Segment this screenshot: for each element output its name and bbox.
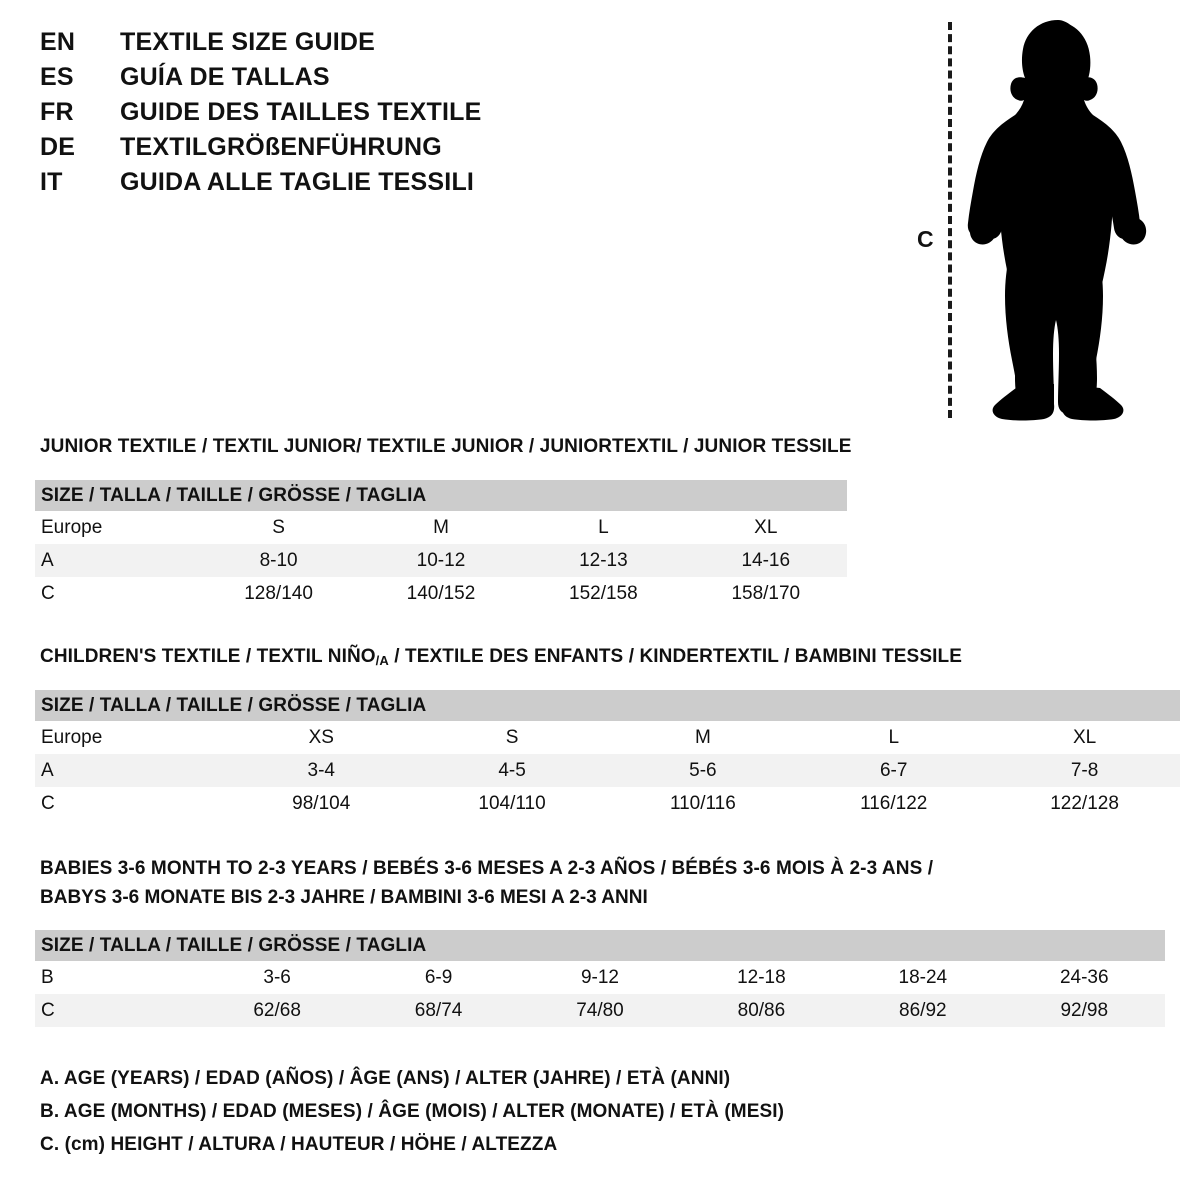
table-band-row: SIZE / TALLA / TAILLE / GRÖSSE / TAGLIA [35,690,1180,721]
row-label: C [41,999,55,1021]
table-row: C 62/68 68/74 74/80 80/86 86/92 92/98 [35,994,1165,1027]
row-label: A [41,549,54,571]
babies-band-label: SIZE / TALLA / TAILLE / GRÖSSE / TAGLIA [35,930,1165,961]
row-value: 12-13 [579,549,628,571]
row-label: C [41,792,55,814]
legend-line-b: B. AGE (MONTHS) / EDAD (MESES) / ÂGE (MO… [40,1101,785,1122]
row-value: 116/122 [860,792,928,814]
language-title: GUÍA DE TALLAS [120,63,330,91]
height-figure-area: C [900,14,1150,424]
children-heading-post: / TEXTILE DES ENFANTS / KINDERTEXTIL / B… [388,646,962,667]
row-value: 5-6 [689,759,717,781]
row-value: 4-5 [498,759,526,781]
babies-section-heading-line1: BABIES 3-6 MONTH TO 2-3 YEARS / BEBÉS 3-… [40,858,934,879]
row-value: L [598,516,609,538]
junior-band-label: SIZE / TALLA / TAILLE / GRÖSSE / TAGLIA [35,480,847,511]
row-value: 9-12 [580,966,619,988]
row-value: L [888,726,900,748]
language-title: TEXTILE SIZE GUIDE [120,28,376,56]
row-value: 10-12 [416,549,466,571]
language-title: GUIDA ALLE TAGLIE TESSILI [120,168,475,196]
height-measure-label: C [917,226,934,252]
row-value: M [694,726,711,748]
row-value: XS [308,726,334,748]
row-value: 3-6 [263,966,291,988]
row-value: 62/68 [253,999,301,1021]
row-label: Europe [41,516,103,538]
row-value: 86/92 [899,999,947,1021]
legend-block: A. AGE (YEARS) / EDAD (AÑOS) / ÂGE (ANS)… [40,1068,940,1167]
children-band-label: SIZE / TALLA / TAILLE / GRÖSSE / TAGLIA [35,690,1180,721]
row-value: S [272,516,285,538]
row-value: XL [1072,726,1097,748]
junior-size-table: SIZE / TALLA / TAILLE / GRÖSSE / TAGLIA … [35,480,847,610]
table-band-row: SIZE / TALLA / TAILLE / GRÖSSE / TAGLIA [35,930,1165,961]
table-row: Europe S M L XL [35,511,847,544]
language-title: GUIDE DES TAILLES TEXTILE [120,98,482,126]
junior-section-heading: JUNIOR TEXTILE / TEXTIL JUNIOR/ TEXTILE … [40,436,852,457]
language-title: TEXTILGRÖßENFÜHRUNG [120,133,442,161]
row-value: 8-10 [259,549,298,571]
row-value: 12-18 [737,966,786,988]
row-value: 74/80 [576,999,624,1021]
row-label: A [41,759,54,781]
table-band-row: SIZE / TALLA / TAILLE / GRÖSSE / TAGLIA [35,480,847,511]
row-value: 152/158 [569,582,638,604]
row-value: XL [754,516,778,538]
legend-line-a: A. AGE (YEARS) / EDAD (AÑOS) / ÂGE (ANS)… [40,1068,731,1089]
language-code: FR [40,98,74,126]
children-heading-sub: /A [375,653,389,668]
row-value: 158/170 [731,582,801,604]
row-value: 6-7 [879,759,908,781]
row-value: S [505,726,519,748]
row-value: 128/140 [244,582,313,604]
row-value: 7-8 [1070,759,1099,781]
row-label: B [41,966,54,988]
row-value: 18-24 [898,966,948,988]
row-value: 24-36 [1059,966,1109,988]
language-row: IT GUIDA ALLE TAGLIE TESSILI [40,168,640,203]
row-value: 14-16 [741,549,791,571]
row-value: 98/104 [292,792,351,814]
language-code: IT [40,168,63,196]
table-row: A 8-10 10-12 12-13 14-16 [35,544,847,577]
row-value: 122/128 [1050,792,1119,814]
language-row: ES GUÍA DE TALLAS [40,63,640,98]
table-row: B 3-6 6-9 9-12 12-18 18-24 24-36 [35,961,1165,994]
row-value: 68/74 [414,999,463,1021]
row-value: M [433,516,449,538]
language-code: DE [40,133,76,161]
table-row: A 3-4 4-5 5-6 6-7 7-8 [35,754,1180,787]
language-header-block: EN TEXTILE SIZE GUIDE ES GUÍA DE TALLAS … [40,28,640,203]
language-code: EN [40,28,76,56]
row-value: 80/86 [737,999,786,1021]
row-value: 104/110 [478,792,546,814]
height-dashed-line [948,22,952,418]
children-size-table: SIZE / TALLA / TAILLE / GRÖSSE / TAGLIA … [35,690,1180,820]
language-code: ES [40,63,74,91]
row-label: C [41,582,55,604]
babies-section-heading-line2: BABYS 3-6 MONATE BIS 2-3 JAHRE / BAMBINI… [40,887,648,908]
language-row: DE TEXTILGRÖßENFÜHRUNG [40,133,640,168]
language-row: EN TEXTILE SIZE GUIDE [40,28,640,63]
language-row: FR GUIDE DES TAILLES TEXTILE [40,98,640,133]
legend-line-c: C. (cm) HEIGHT / ALTURA / HAUTEUR / HÖHE… [40,1134,558,1155]
row-value: 140/152 [406,582,476,604]
children-section-heading: CHILDREN'S TEXTILE / TEXTIL NIÑO/A / TEX… [40,646,962,668]
table-row: C 128/140 140/152 152/158 158/170 [35,577,847,610]
babies-size-table: SIZE / TALLA / TAILLE / GRÖSSE / TAGLIA … [35,930,1165,1027]
table-row: Europe XS S M L XL [35,721,1180,754]
row-label: Europe [41,726,103,748]
row-value: 92/98 [1060,999,1109,1021]
table-row: C 98/104 104/110 110/116 116/122 122/128 [35,787,1180,820]
row-value: 6-9 [424,966,453,988]
toddler-silhouette-icon [967,20,1147,421]
row-value: 110/116 [669,792,736,814]
row-value: 3-4 [307,759,335,781]
children-heading-pre: CHILDREN'S TEXTILE / TEXTIL NIÑO [40,646,376,667]
